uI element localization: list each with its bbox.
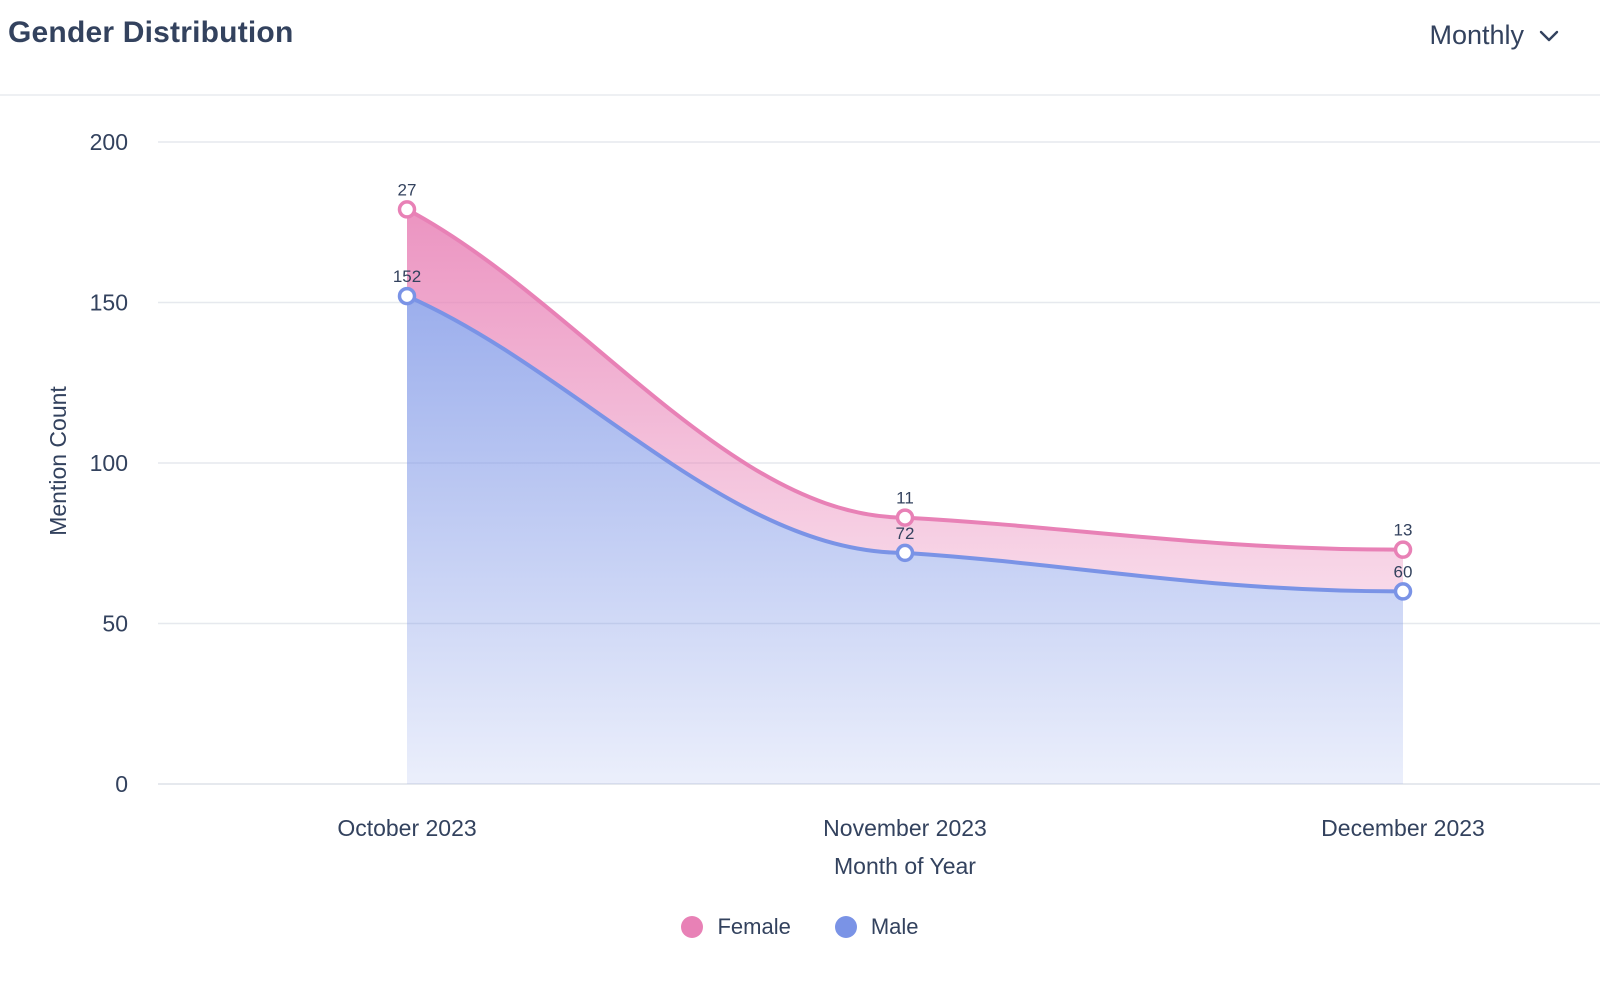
chevron-down-icon	[1539, 30, 1559, 41]
y-tick-label: 200	[90, 129, 128, 155]
stacked-area-chart: 0 50 100 150 200 27 11 13 152 72 60 October 2023 Nov…	[45, 129, 1600, 879]
legend-item-male[interactable]: Male	[834, 914, 919, 940]
data-label-female: 27	[398, 180, 417, 199]
data-label-male: 152	[393, 267, 421, 286]
chart-area: 0 50 100 150 200 27 11 13 152 72 60 October 2023 Nov…	[0, 96, 1600, 985]
period-dropdown[interactable]: Monthly	[1429, 20, 1560, 51]
chart-header: Gender Distribution Monthly	[0, 0, 1600, 96]
data-point-male	[397, 286, 417, 306]
data-label-male: 60	[1394, 562, 1413, 581]
legend-label-female: Female	[717, 914, 791, 939]
y-axis-title: Mention Count	[45, 386, 71, 536]
x-tick-label: November 2023	[823, 815, 987, 841]
y-tick-label: 150	[90, 290, 128, 316]
period-dropdown-label: Monthly	[1429, 20, 1524, 50]
x-tick-label: October 2023	[337, 815, 476, 841]
data-label-female: 13	[1394, 521, 1413, 540]
data-point-female	[397, 200, 417, 219]
data-point-male	[1393, 582, 1413, 601]
series-line-female	[406, 207, 1404, 552]
legend-marker-female	[681, 916, 704, 938]
legend: Female Male	[0, 914, 1600, 940]
data-label-male: 72	[896, 524, 915, 543]
data-point-male	[895, 543, 915, 563]
series-area-male	[407, 296, 1403, 784]
data-label-female: 11	[896, 489, 914, 508]
x-axis-title: Month of Year	[834, 853, 976, 879]
legend-label-male: Male	[870, 914, 919, 939]
y-tick-label: 50	[102, 611, 128, 637]
data-point-female	[895, 508, 915, 527]
series-area-female	[407, 209, 1403, 592]
y-tick-label: 0	[115, 771, 128, 797]
legend-marker-male	[834, 916, 857, 938]
chart-title: Gender Distribution	[8, 16, 294, 49]
legend-item-female[interactable]: Female	[681, 914, 791, 940]
y-tick-label: 100	[90, 450, 128, 476]
data-point-female	[1393, 540, 1413, 559]
x-tick-label: December 2023	[1321, 815, 1485, 841]
